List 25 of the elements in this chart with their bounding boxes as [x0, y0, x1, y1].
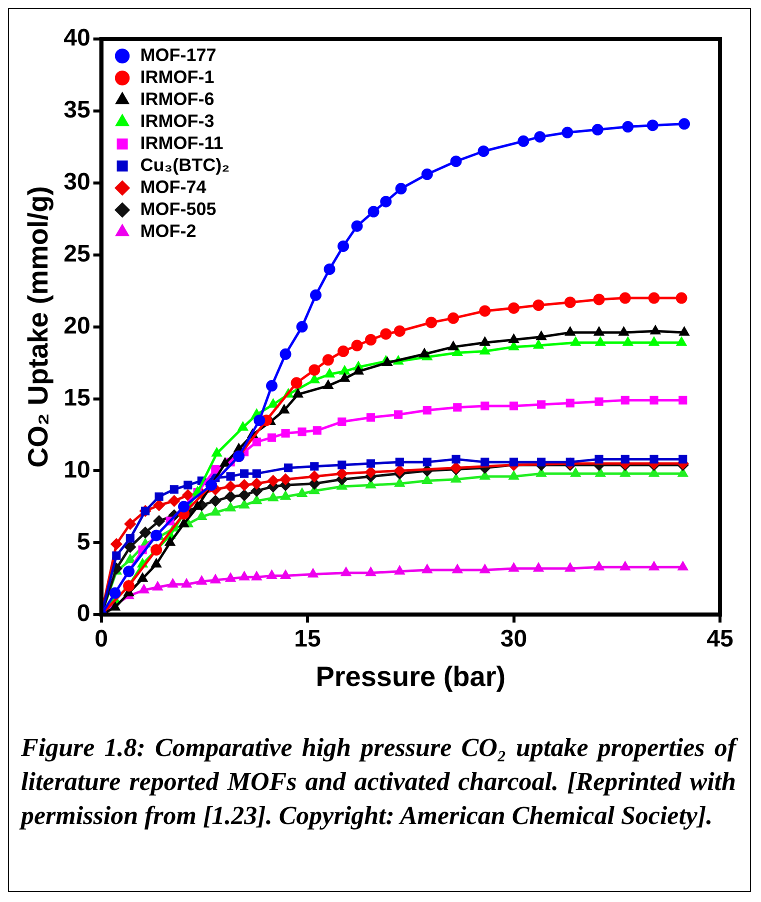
y-tick-label: 30: [64, 168, 90, 196]
legend-label: MOF-74: [140, 176, 206, 197]
legend-label: IRMOF-3: [140, 110, 214, 131]
legend-label: MOF-2: [140, 220, 196, 241]
x-tick-label: 30: [500, 626, 528, 653]
y-tick-label: 40: [64, 24, 90, 52]
y-tick-label: 5: [76, 528, 90, 556]
legend-label: Cu₃(BTC)₂: [140, 154, 230, 175]
legend-label: IRMOF-1: [140, 66, 214, 87]
legend-label: MOF-505: [140, 198, 216, 219]
y-tick-label: 15: [64, 384, 90, 412]
x-tick-label: 45: [706, 626, 734, 653]
y-tick-label: 0: [76, 600, 90, 628]
legend-label: MOF-177: [140, 44, 216, 65]
x-tick-label: 15: [294, 626, 321, 653]
y-tick-label: 25: [64, 240, 90, 268]
caption: Figure 1.8: Comparative high pressure CO₂ uptake properties of literature reported MOFs and activated charcoal. [Reprinted with permission from [1.23]. Copyright: American Chemical Society].: [21, 732, 736, 832]
legend-label: IRMOF-6: [140, 88, 214, 109]
y-tick-label: 35: [64, 96, 90, 124]
y-tick-label: 20: [64, 312, 90, 340]
y-axis-title: CO₂ Uptake (mmol/g): [22, 186, 54, 468]
x-tick-label: 0: [94, 626, 108, 653]
y-tick-label: 10: [64, 456, 90, 484]
x-axis-title: Pressure (bar): [316, 660, 506, 692]
legend-label: IRMOF-11: [140, 132, 224, 153]
